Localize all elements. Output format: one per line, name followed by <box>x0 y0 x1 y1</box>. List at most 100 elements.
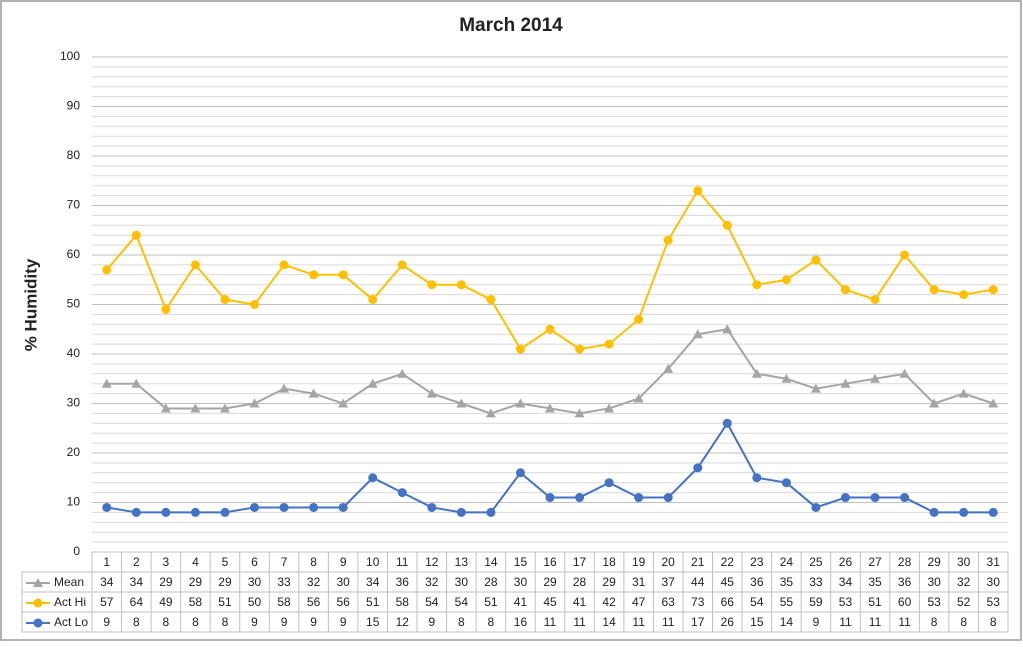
table-value: 47 <box>632 595 646 609</box>
table-value: 9 <box>813 615 820 629</box>
marker <box>722 418 732 428</box>
marker <box>958 388 969 398</box>
table-value: 8 <box>133 615 140 629</box>
marker <box>575 493 585 503</box>
marker <box>279 502 289 512</box>
marker <box>485 408 496 418</box>
table-value: 45 <box>721 575 735 589</box>
table-value: 8 <box>990 615 997 629</box>
marker <box>190 403 201 413</box>
marker <box>338 502 348 512</box>
table-value: 41 <box>514 595 528 609</box>
table-value: 33 <box>809 575 823 589</box>
x-tick-label: 6 <box>251 555 258 569</box>
marker <box>810 383 821 393</box>
table-value: 11 <box>662 615 675 629</box>
marker <box>486 507 496 517</box>
table-value: 36 <box>750 575 764 589</box>
x-tick-label: 1 <box>103 555 110 569</box>
marker <box>604 478 614 488</box>
legend-label: Act Lo <box>54 615 88 629</box>
marker <box>250 300 260 309</box>
table-value: 30 <box>248 575 262 589</box>
marker <box>811 502 821 512</box>
table-value: 8 <box>163 615 170 629</box>
table-value: 11 <box>544 615 557 629</box>
marker <box>899 368 910 378</box>
marker <box>545 403 555 413</box>
x-tick-label: 15 <box>514 555 528 569</box>
x-tick-label: 14 <box>484 555 498 569</box>
table-value: 30 <box>336 575 350 589</box>
marker <box>722 220 732 230</box>
marker <box>722 324 733 334</box>
marker <box>102 502 112 512</box>
table-value: 58 <box>277 595 291 609</box>
marker <box>131 378 142 388</box>
table-value: 9 <box>340 615 347 629</box>
table-value: 29 <box>602 575 616 589</box>
table-value: 34 <box>100 575 114 589</box>
marker <box>426 388 437 398</box>
x-tick-label: 22 <box>721 555 735 569</box>
marker <box>102 265 112 275</box>
table-value: 36 <box>396 575 410 589</box>
x-tick-label: 7 <box>281 555 288 569</box>
marker <box>250 502 260 512</box>
table-value: 30 <box>455 575 469 589</box>
table-value: 60 <box>898 595 912 609</box>
table-value: 56 <box>307 595 321 609</box>
table-value: 34 <box>839 575 853 589</box>
marker <box>427 280 437 290</box>
marker <box>870 295 880 305</box>
marker <box>190 507 200 517</box>
y-tick-label: 40 <box>67 346 81 360</box>
table-value: 26 <box>721 615 735 629</box>
marker <box>663 363 674 373</box>
chart-title: March 2014 <box>459 15 563 36</box>
table-value: 28 <box>484 575 498 589</box>
marker <box>752 473 762 483</box>
x-tick-label: 23 <box>750 555 764 569</box>
marker <box>840 493 850 503</box>
x-tick-label: 25 <box>809 555 823 569</box>
marker <box>752 280 762 290</box>
marker <box>633 393 644 403</box>
y-tick-label: 90 <box>67 99 81 113</box>
marker <box>751 368 762 378</box>
marker <box>870 373 881 383</box>
marker <box>161 507 171 517</box>
x-tick-label: 18 <box>602 555 616 569</box>
marker <box>456 398 467 408</box>
marker <box>929 398 940 408</box>
marker <box>101 378 112 388</box>
table-value: 58 <box>396 595 410 609</box>
marker <box>338 398 349 408</box>
table-value: 35 <box>868 575 882 589</box>
marker <box>988 285 998 295</box>
table-value: 49 <box>159 595 173 609</box>
x-tick-label: 3 <box>163 555 170 569</box>
marker <box>900 250 910 260</box>
table-value: 36 <box>898 575 912 589</box>
table-value: 31 <box>632 575 646 589</box>
marker <box>308 388 319 398</box>
marker <box>397 368 408 378</box>
x-tick-label: 9 <box>340 555 347 569</box>
table-value: 8 <box>192 615 199 629</box>
marker <box>33 618 43 628</box>
y-tick-label: 30 <box>67 396 81 410</box>
table-value: 30 <box>987 575 1001 589</box>
x-tick-label: 20 <box>662 555 676 569</box>
marker <box>959 507 969 517</box>
marker <box>781 275 791 285</box>
table-value: 29 <box>543 575 557 589</box>
y-axis-label: % Humidity <box>21 258 40 351</box>
marker <box>604 339 614 349</box>
marker <box>220 295 230 305</box>
marker <box>279 383 290 393</box>
table-value: 8 <box>488 615 495 629</box>
table-value: 50 <box>248 595 262 609</box>
marker <box>397 260 407 270</box>
table-value: 58 <box>189 595 203 609</box>
